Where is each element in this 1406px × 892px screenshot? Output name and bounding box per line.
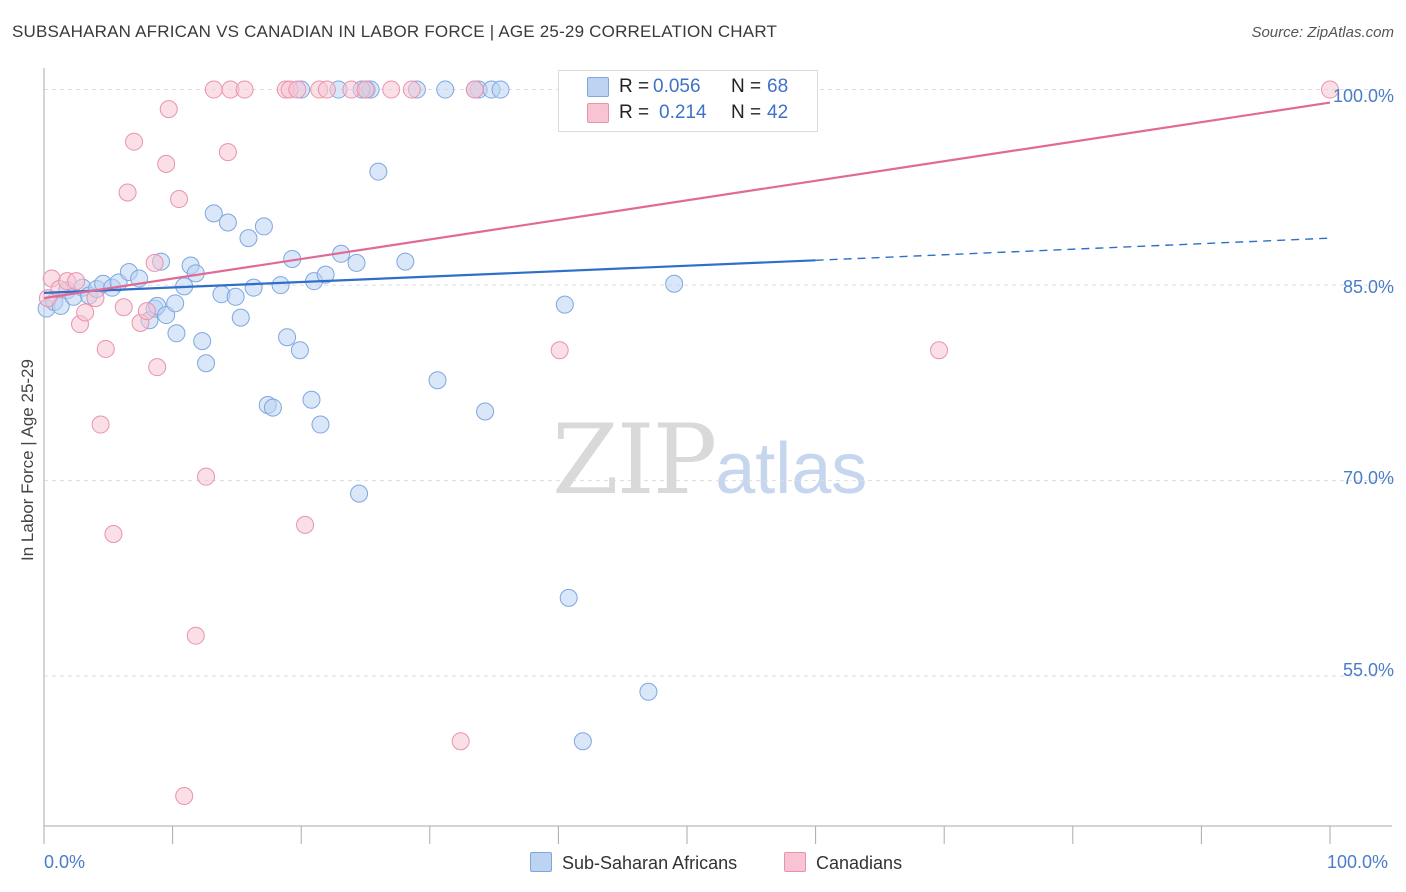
trend-line-pink <box>43 101 1331 300</box>
point-blue-38 <box>290 341 309 360</box>
point-blue-35 <box>271 276 290 295</box>
point-blue-61 <box>639 682 658 701</box>
pink-swatch <box>587 103 609 123</box>
x-tick-label-0: 0.0% <box>44 852 86 872</box>
legend-item-blue: Sub-Saharan Africans <box>530 852 737 874</box>
point-blue-31 <box>244 278 263 297</box>
point-pink-41 <box>930 341 949 360</box>
legend-pink-swatch <box>784 852 806 872</box>
point-blue-58 <box>555 295 574 314</box>
point-blue-57 <box>491 80 510 99</box>
watermark-zip: ZIP <box>552 404 717 516</box>
chart-title: SUBSAHARAN AFRICAN VS CANADIAN IN LABOR … <box>12 22 778 41</box>
blue-r-value: 0.056 <box>653 76 701 97</box>
point-blue-55 <box>476 402 495 421</box>
legend-blue-swatch <box>530 852 552 872</box>
point-pink-12 <box>118 183 137 202</box>
point-pink-39 <box>465 80 484 99</box>
point-pink-37 <box>402 80 421 99</box>
point-blue-27 <box>218 213 237 232</box>
point-pink-17 <box>148 358 167 377</box>
point-blue-18 <box>166 294 185 313</box>
point-pink-40 <box>550 341 569 360</box>
point-blue-30 <box>239 229 258 248</box>
source-label: Source: ZipAtlas.com <box>1251 24 1394 41</box>
point-pink-27 <box>235 80 254 99</box>
point-pink-8 <box>91 415 110 434</box>
pink-r-label: R = <box>619 102 650 123</box>
blue-r-label: R = <box>619 76 650 97</box>
point-pink-33 <box>317 80 336 99</box>
point-pink-10 <box>104 525 123 544</box>
y-tick-label-70: 70.0% <box>1342 468 1394 488</box>
trend-line-blue-extension <box>815 237 1331 262</box>
stats-row-blue: R = 0.056 N = 68 <box>559 75 817 103</box>
watermark: ZIPatlas <box>552 404 867 516</box>
point-pink-42 <box>1321 80 1339 99</box>
pink-n-value: 42 <box>767 102 789 123</box>
point-pink-25 <box>218 143 237 162</box>
point-pink-4 <box>67 272 86 291</box>
point-blue-25 <box>204 204 223 223</box>
point-pink-30 <box>288 80 307 99</box>
point-blue-23 <box>193 332 212 351</box>
point-pink-19 <box>159 100 178 119</box>
legend-blue-label: Sub-Saharan Africans <box>562 853 738 873</box>
point-pink-16 <box>145 253 164 272</box>
legend-pink-label: Canadians <box>816 853 903 873</box>
watermark-atlas: atlas <box>715 429 868 509</box>
point-blue-59 <box>559 588 578 607</box>
point-blue-49 <box>369 162 388 181</box>
point-pink-31 <box>296 515 315 534</box>
point-pink-36 <box>382 80 401 99</box>
point-blue-32 <box>254 217 273 236</box>
point-pink-13 <box>125 132 144 151</box>
trend-line-blue <box>43 259 816 294</box>
point-pink-22 <box>186 626 205 645</box>
y-axis-label: In Labor Force | Age 25-29 <box>18 359 37 561</box>
point-pink-38 <box>451 732 470 751</box>
blue-n-value: 68 <box>767 76 789 97</box>
point-blue-50 <box>396 252 415 271</box>
point-blue-24 <box>197 354 216 373</box>
point-blue-53 <box>436 80 455 99</box>
stats-legend-box: R = 0.056 N = 68 R = 0.214 N = 42 <box>558 70 818 132</box>
point-blue-39 <box>302 390 321 409</box>
point-blue-42 <box>316 265 335 284</box>
pink-n-label: N = <box>731 102 762 123</box>
point-pink-24 <box>204 80 223 99</box>
point-blue-46 <box>350 484 369 503</box>
point-pink-15 <box>137 302 156 321</box>
y-tick-label-85: 85.0% <box>1342 277 1394 297</box>
point-blue-52 <box>428 371 447 390</box>
point-blue-45 <box>347 253 366 272</box>
x-tick-label-100: 100.0% <box>1327 852 1389 872</box>
blue-n-label: N = <box>731 76 762 97</box>
legend-item-pink: Canadians <box>784 852 902 874</box>
point-blue-36 <box>278 328 297 347</box>
blue-swatch <box>587 77 609 97</box>
point-pink-18 <box>157 154 176 173</box>
point-pink-21 <box>175 787 194 806</box>
point-blue-28 <box>226 287 245 306</box>
point-pink-6 <box>76 303 95 322</box>
point-blue-62 <box>665 274 684 293</box>
point-blue-60 <box>573 732 592 751</box>
point-blue-41 <box>311 415 330 434</box>
point-pink-9 <box>96 339 115 358</box>
point-blue-29 <box>231 308 250 327</box>
point-pink-11 <box>114 298 133 317</box>
point-pink-35 <box>356 80 375 99</box>
point-pink-20 <box>170 190 189 209</box>
y-tick-label-55: 55.0% <box>1342 660 1394 680</box>
point-blue-34 <box>263 398 282 417</box>
stats-row-pink: R = 0.214 N = 42 <box>559 101 817 129</box>
pink-r-value: 0.214 <box>659 102 707 123</box>
y-tick-label-100: 100.0% <box>1332 86 1394 106</box>
point-pink-23 <box>197 467 216 486</box>
point-blue-19 <box>167 324 186 343</box>
